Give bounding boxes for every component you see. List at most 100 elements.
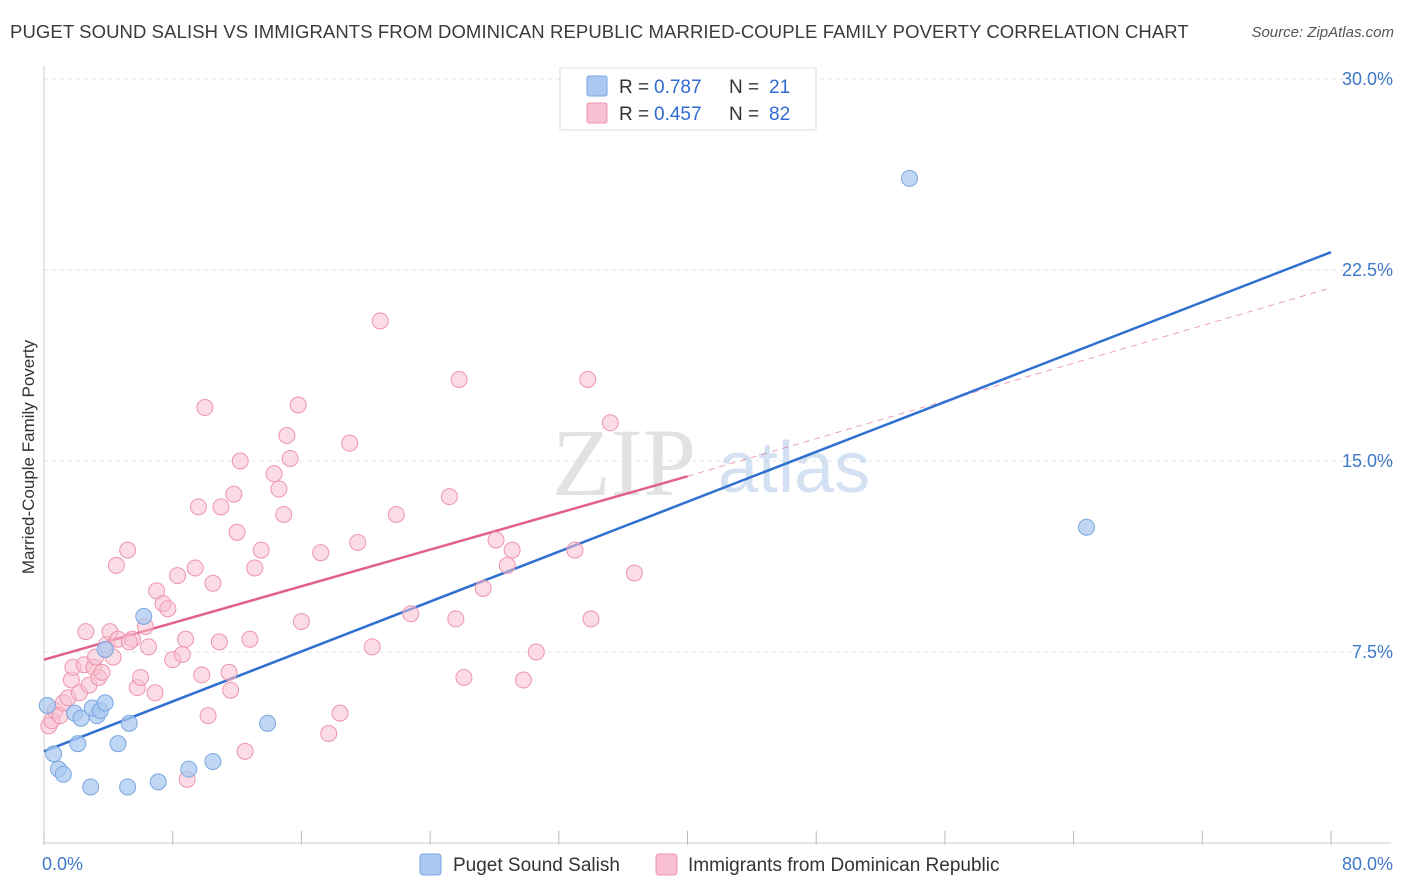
point-salish-7: [82, 778, 100, 796]
point-dominican-54: [265, 465, 283, 483]
point-salish-19: [204, 753, 222, 771]
point-dominican-53: [252, 541, 270, 559]
point-dominican-49: [231, 452, 249, 470]
y-tick-labels: 7.5% 15.0% 22.5% 30.0%: [1342, 69, 1393, 662]
bottom-legend-swatch-salish: [419, 853, 442, 876]
point-dominican-61: [320, 724, 338, 742]
point-dominican-57: [278, 427, 296, 445]
point-dominican-72: [450, 371, 468, 389]
point-dominican-25: [132, 668, 150, 686]
point-dominican-39: [193, 666, 211, 684]
point-dominican-50: [236, 742, 254, 760]
point-dominican-56: [275, 505, 293, 523]
y-tick-label-0: 7.5%: [1352, 642, 1393, 662]
axes: [43, 66, 1391, 845]
point-dominican-66: [363, 638, 381, 656]
trend-line-dominican-extension: [687, 287, 1332, 477]
point-dominican-70: [440, 488, 458, 506]
point-dominican-67: [371, 312, 389, 330]
legend-swatch-salish: [586, 75, 608, 97]
point-salish-5: [69, 735, 87, 753]
x-tick-label-max: 80.0%: [1342, 854, 1393, 874]
point-dominican-83: [601, 414, 619, 432]
bottom-legend-label-dominican: Immigrants from Dominican Republic: [688, 855, 1000, 876]
point-dominican-58: [281, 449, 299, 467]
watermark-zip: ZIP: [552, 409, 696, 516]
data-points: [38, 169, 1095, 796]
x-tick-labels: 0.0% 80.0%: [42, 854, 1393, 874]
legend-r-value-2: 0.457: [654, 104, 702, 125]
point-dominican-63: [331, 704, 349, 722]
point-salish-17: [149, 773, 167, 791]
legend-n-label-1: N =: [729, 77, 759, 98]
point-dominican-15: [93, 663, 111, 681]
point-dominican-79: [527, 643, 545, 661]
trend-line-salish: [43, 251, 1332, 753]
chart-source: Source: ZipAtlas.com: [1251, 24, 1394, 41]
point-dominican-41: [199, 707, 217, 725]
point-dominican-27: [140, 638, 158, 656]
y-tick-label-1: 15.0%: [1342, 451, 1393, 471]
point-dominican-28: [146, 684, 164, 702]
point-dominican-71: [447, 610, 465, 628]
point-salish-0: [38, 696, 56, 714]
point-dominican-34: [173, 646, 191, 664]
point-salish-22: [1077, 518, 1095, 536]
point-dominican-46: [222, 681, 240, 699]
point-dominican-75: [487, 531, 505, 549]
point-dominican-64: [341, 434, 359, 452]
chart-title: PUGET SOUND SALISH VS IMMIGRANTS FROM DO…: [10, 21, 1189, 42]
point-salish-13: [109, 735, 127, 753]
legend-r-label-2: R =: [619, 104, 649, 125]
point-dominican-23: [120, 633, 138, 651]
point-dominican-55: [270, 480, 288, 498]
point-dominican-62: [312, 544, 330, 562]
point-dominican-45: [220, 663, 238, 681]
point-dominican-76: [498, 556, 516, 574]
point-dominican-37: [186, 559, 204, 577]
point-dominican-80: [566, 541, 584, 559]
point-dominican-44: [212, 498, 230, 516]
point-dominican-21: [119, 541, 137, 559]
point-dominican-74: [474, 579, 492, 597]
point-dominican-40: [196, 399, 214, 417]
point-dominican-33: [169, 567, 187, 585]
point-dominican-48: [228, 523, 246, 541]
legend-swatch-dominican: [586, 102, 608, 124]
point-dominican-78: [514, 671, 532, 689]
legend-n-label-2: N =: [729, 104, 759, 125]
point-salish-1: [45, 745, 63, 763]
legend-n-value-2: 82: [769, 104, 790, 125]
point-dominican-47: [225, 485, 243, 503]
point-dominican-52: [246, 559, 264, 577]
point-dominican-31: [159, 600, 177, 618]
point-dominican-82: [582, 610, 600, 628]
point-dominican-51: [241, 630, 259, 648]
point-salish-15: [120, 714, 138, 732]
point-salish-18: [180, 760, 198, 778]
point-dominican-81: [579, 371, 597, 389]
point-dominican-20: [107, 556, 125, 574]
point-salish-21: [901, 169, 919, 187]
legend-r-label-1: R =: [619, 77, 649, 98]
y-axis-title: Married-Couple Family Poverty: [19, 339, 38, 574]
watermark: ZIP atlas: [552, 409, 870, 516]
point-dominican-69: [402, 605, 420, 623]
bottom-legend-swatch-dominican: [655, 853, 678, 876]
x-tick-label-min: 0.0%: [42, 854, 83, 874]
point-salish-16: [135, 607, 153, 625]
point-dominican-73: [455, 668, 473, 686]
point-dominican-84: [625, 564, 643, 582]
point-dominican-60: [292, 612, 310, 630]
point-salish-12: [96, 694, 114, 712]
point-dominican-38: [189, 498, 207, 516]
point-dominican-77: [503, 541, 521, 559]
y-tick-label-3: 30.0%: [1342, 69, 1393, 89]
point-salish-11: [96, 640, 114, 658]
point-salish-3: [54, 765, 72, 783]
legend-r-value-1: 0.787: [654, 77, 702, 98]
point-salish-14: [119, 778, 137, 796]
point-dominican-42: [204, 574, 222, 592]
bottom-legend-label-salish: Puget Sound Salish: [453, 855, 620, 876]
